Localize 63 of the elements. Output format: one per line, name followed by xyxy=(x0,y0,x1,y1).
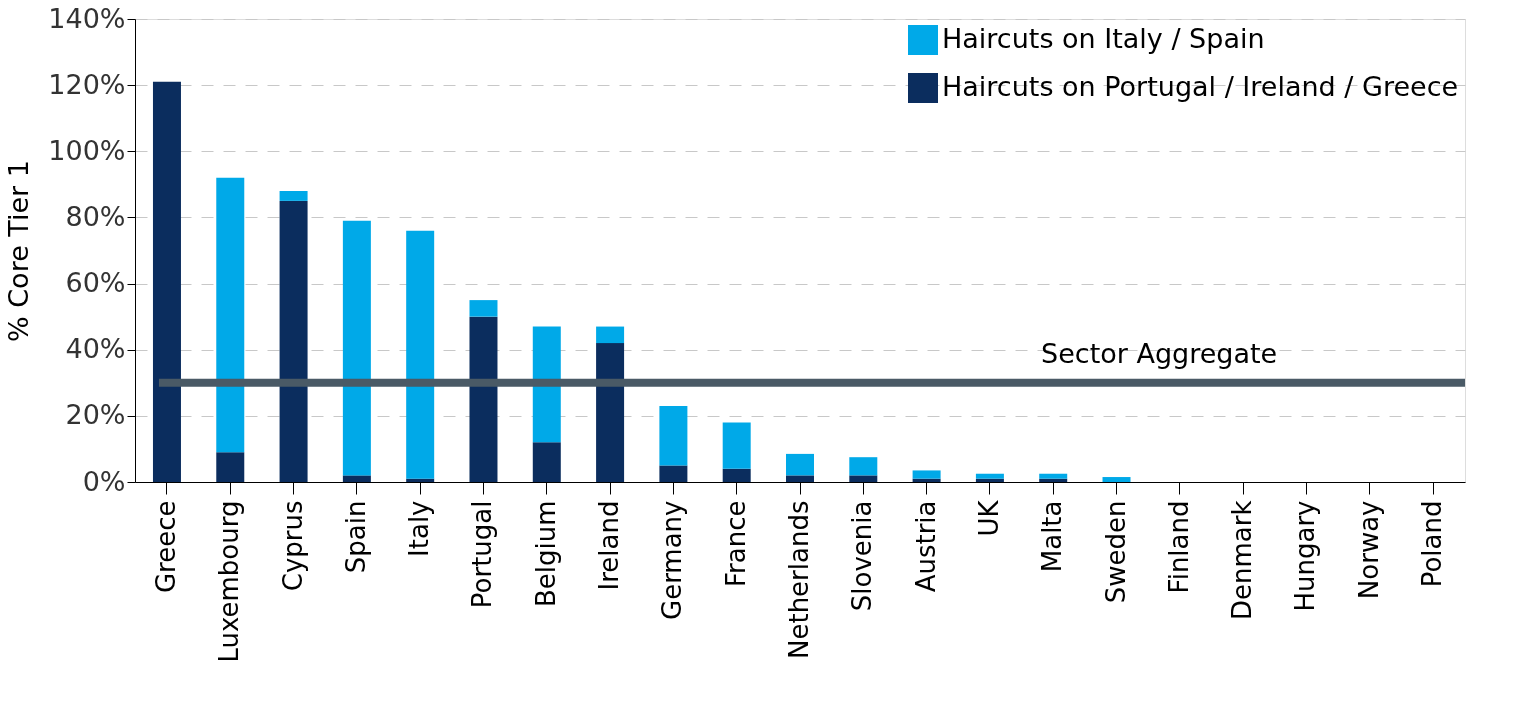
x-tick-label: UK xyxy=(973,499,1004,537)
x-tick-label: Malta xyxy=(1037,500,1068,573)
bar xyxy=(1039,473,1068,479)
x-tick-label: Norway xyxy=(1353,500,1384,600)
y-tick-label: 20% xyxy=(65,399,126,431)
bar xyxy=(596,343,625,482)
y-axis-title: % Core Tier 1 xyxy=(3,160,35,342)
bar xyxy=(596,326,625,344)
y-tick-label: 100% xyxy=(48,134,126,166)
bar xyxy=(406,478,435,482)
x-tick-label: Slovenia xyxy=(847,500,878,612)
bar xyxy=(912,478,941,482)
bar xyxy=(722,422,751,469)
x-tick-label: Denmark xyxy=(1227,500,1258,621)
x-tick-label: Luxembourg xyxy=(214,500,245,663)
bar xyxy=(849,457,878,476)
y-tick-label: 40% xyxy=(65,333,126,365)
bar xyxy=(469,300,498,317)
bar xyxy=(1039,478,1068,482)
bar xyxy=(342,220,371,476)
y-tick-label: 80% xyxy=(65,200,126,232)
x-tick-label: Finland xyxy=(1163,500,1194,594)
bar xyxy=(722,468,751,482)
x-tick-label: Spain xyxy=(340,500,371,574)
y-tick-label: 120% xyxy=(48,68,126,100)
bar xyxy=(216,452,245,482)
x-tick-label: Portugal xyxy=(467,500,498,609)
bar xyxy=(659,465,688,482)
bar xyxy=(532,326,561,443)
ref-line-label: Sector Aggregate xyxy=(1041,337,1278,369)
x-tick-label: Germany xyxy=(657,500,688,621)
bar xyxy=(152,81,181,482)
x-tick-label: Cyprus xyxy=(277,500,308,592)
bar xyxy=(975,473,1004,479)
bar xyxy=(532,442,561,482)
bar xyxy=(912,470,941,479)
bar xyxy=(469,316,498,482)
x-tick-label: Belgium xyxy=(530,500,561,608)
bar xyxy=(975,478,1004,482)
y-tick-label: 140% xyxy=(48,2,126,34)
legend-label: Haircuts on Portugal / Ireland / Greece xyxy=(942,71,1459,102)
y-tick-label: 60% xyxy=(65,267,126,299)
bar xyxy=(1102,477,1131,482)
x-tick-label: Poland xyxy=(1417,500,1448,588)
bar xyxy=(279,190,308,201)
x-tick-label: Sweden xyxy=(1100,500,1131,604)
x-tick-label: Austria xyxy=(910,500,941,593)
x-tick-label: Italy xyxy=(404,500,435,557)
bar xyxy=(786,475,814,482)
y-tick-label: 0% xyxy=(82,465,126,497)
legend-label: Haircuts on Italy / Spain xyxy=(942,23,1265,54)
bar xyxy=(849,475,878,482)
bar xyxy=(279,200,308,482)
bar xyxy=(342,475,371,482)
bar xyxy=(786,453,814,476)
bar xyxy=(406,230,435,479)
x-tick-label: Greece xyxy=(150,500,181,594)
x-tick-label: Ireland xyxy=(594,500,625,591)
bar xyxy=(659,405,688,466)
bar xyxy=(216,177,245,453)
x-tick-label: Hungary xyxy=(1290,500,1321,612)
x-tick-label: Netherlands xyxy=(784,500,814,659)
x-tick-label: France xyxy=(720,500,751,587)
